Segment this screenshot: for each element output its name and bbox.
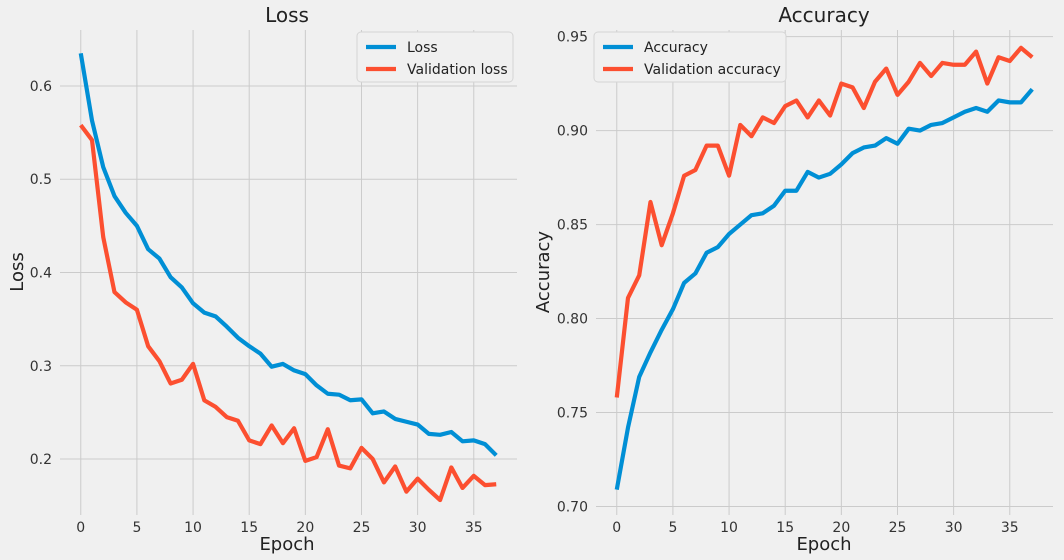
loss-y-tick-label: 0.6: [30, 79, 52, 95]
accuracy-chart-title: Accuracy: [778, 3, 869, 27]
loss-chart-panel: 0 5 10 15 20 25 30 35 0.2 0.3 0.4 0.5 0.6 Loss Epoc…: [7, 3, 517, 555]
loss-x-tick-label: 25: [353, 520, 371, 536]
accuracy-legend: Accuracy Validation accuracy: [593, 31, 787, 83]
accuracy-y-tick-label: 0.95: [557, 30, 588, 46]
loss-grid: [60, 30, 517, 515]
accuracy-x-tick-label: 35: [1001, 520, 1019, 536]
accuracy-x-ticks: 0 5 10 15 20 25 30 35: [612, 520, 1018, 536]
loss-legend-label-loss: Loss: [407, 40, 438, 56]
accuracy-y-tick-label: 0.85: [557, 218, 588, 234]
accuracy-x-tick-label: 0: [612, 520, 621, 536]
loss-x-tick-label: 10: [184, 520, 202, 536]
loss-legend: Loss Validation loss: [356, 31, 514, 83]
accuracy-y-axis-label: Accuracy: [533, 231, 554, 314]
accuracy-legend-label-validation-accuracy: Validation accuracy: [644, 62, 781, 78]
loss-x-tick-label: 20: [296, 520, 314, 536]
loss-series: [78, 52, 498, 503]
accuracy-chart-panel: 0 5 10 15 20 25 30 35 0.700.750.800.850.900.95 …: [533, 3, 1053, 555]
loss-chart-title: Loss: [265, 3, 309, 27]
validation-accuracy-line: [614, 45, 1034, 398]
loss-y-tick-label: 0.3: [30, 359, 52, 375]
loss-x-axis-label: Epoch: [259, 534, 314, 555]
loss-x-tick-label: 5: [132, 520, 141, 536]
loss-y-axis-label: Loss: [7, 252, 28, 291]
loss-x-tick-label: 30: [409, 520, 427, 536]
accuracy-x-tick-label: 15: [776, 520, 794, 536]
loss-x-tick-label: 15: [240, 520, 258, 536]
accuracy-x-tick-label: 5: [668, 520, 677, 536]
loss-legend-label-validation-loss: Validation loss: [407, 62, 508, 78]
loss-y-tick-label: 0.5: [30, 172, 52, 188]
accuracy-legend-label-accuracy: Accuracy: [644, 40, 708, 56]
accuracy-line: [614, 87, 1034, 490]
accuracy-y-tick-label: 0.80: [557, 312, 588, 328]
accuracy-x-tick-label: 30: [945, 520, 963, 536]
loss-x-tick-label: 35: [465, 520, 483, 536]
accuracy-x-tick-label: 10: [720, 520, 738, 536]
accuracy-grid: [596, 30, 1053, 515]
accuracy-series: [614, 45, 1034, 490]
loss-x-ticks: 0 5 10 15 20 25 30 35: [76, 520, 482, 536]
accuracy-x-tick-label: 20: [832, 520, 850, 536]
loss-y-tick-label: 0.2: [30, 452, 52, 468]
validation-loss-line: [79, 123, 497, 503]
loss-line: [78, 52, 498, 457]
accuracy-y-tick-label: 0.70: [557, 500, 588, 516]
accuracy-y-ticks: 0.70 0.75 0.80 0.85 0.90 0.95: [557, 30, 588, 516]
accuracy-y-tick-label: 0.75: [557, 406, 588, 422]
accuracy-x-axis-label: Epoch: [796, 534, 851, 555]
accuracy-y-tick-label: 0.90: [557, 124, 588, 140]
accuracy-legend-box: [593, 31, 787, 83]
loss-x-tick-label: 0: [76, 520, 85, 536]
loss-y-ticks: 0.2 0.3 0.4 0.5 0.6: [30, 79, 52, 468]
loss-y-tick-label: 0.4: [30, 266, 52, 282]
accuracy-x-tick-label: 25: [889, 520, 907, 536]
